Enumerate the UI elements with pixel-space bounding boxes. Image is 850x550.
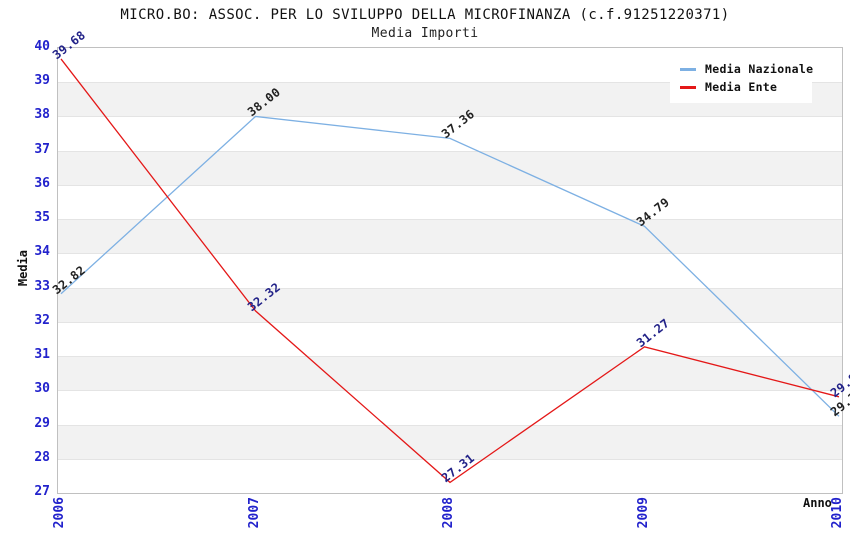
- line-series-svg: [60, 58, 840, 484]
- point-label: 38.00: [244, 85, 283, 120]
- media-ente-line-swatch-icon: [680, 85, 696, 89]
- y-tick-label: 33: [34, 278, 50, 294]
- chart-subtitle: Media Importi: [371, 26, 479, 41]
- media-nazionale-line-swatch-icon: [680, 67, 696, 71]
- y-tick-label: 35: [34, 210, 50, 226]
- grid-band: [58, 253, 842, 287]
- chart-title: MICRO.BO: ASSOC. PER LO SVILUPPO DELLA M…: [120, 7, 730, 23]
- grid-band: [58, 390, 842, 424]
- y-tick-label: 31: [34, 347, 50, 363]
- point-labels: 32.82 38.00 37.36 34.79 29.24 39.68 32.32 27.31…: [50, 28, 850, 493]
- grid-band: [58, 424, 842, 459]
- y-tick-label: 36: [34, 175, 50, 191]
- legend-label-media-nazionale: Media Nazionale: [705, 62, 814, 76]
- y-tick-label: 29: [34, 415, 50, 431]
- y-tick-label: 34: [34, 244, 50, 260]
- x-tick-label: 2009: [635, 497, 651, 529]
- point-label: 37.36: [438, 107, 478, 142]
- grid-band: [58, 321, 842, 356]
- series-line-media-nazionale: [60, 115, 840, 417]
- y-tick-label: 27: [34, 484, 50, 499]
- grid-band: [58, 287, 842, 322]
- x-tick-label: 2007: [246, 497, 262, 529]
- y-tick-label: 40: [34, 39, 50, 54]
- grid-band: [58, 184, 842, 219]
- point-label: 34.79: [633, 195, 672, 230]
- y-tick-label: 39: [34, 73, 50, 89]
- point-label: 32.32: [244, 279, 283, 314]
- x-tick-label: 2010: [830, 497, 845, 529]
- y-tick-label: 32: [34, 312, 50, 328]
- x-axis-title: Anno: [803, 496, 832, 510]
- y-tick-label: 30: [34, 381, 50, 397]
- background-bands: [58, 48, 842, 493]
- y-tick-label: 28: [34, 449, 50, 465]
- point-label: 27.31: [438, 451, 478, 486]
- grid-band: [58, 458, 842, 493]
- legend-item-media-ente: Media Ente: [680, 78, 802, 96]
- series-line-media-ente: [60, 58, 840, 484]
- grid-band: [58, 356, 842, 391]
- plot-area: 32.82 38.00 37.36 34.79 29.24 39.68 32.32 27.31…: [50, 28, 850, 494]
- x-tick-label: 2006: [52, 497, 67, 529]
- x-tick-label: 2008: [441, 497, 456, 529]
- point-label: 32.82: [49, 262, 89, 297]
- grid-band: [58, 150, 842, 185]
- point-label: 31.27: [633, 315, 672, 350]
- legend-item-media-nazionale: Media Nazionale: [680, 60, 813, 78]
- y-tick-label: 37: [34, 141, 50, 157]
- grid-band: [58, 116, 842, 150]
- y-tick-label: 38: [34, 107, 50, 123]
- legend: Media Nazionale Media Ente: [670, 52, 813, 103]
- legend-label-media-ente: Media Ente: [705, 80, 778, 94]
